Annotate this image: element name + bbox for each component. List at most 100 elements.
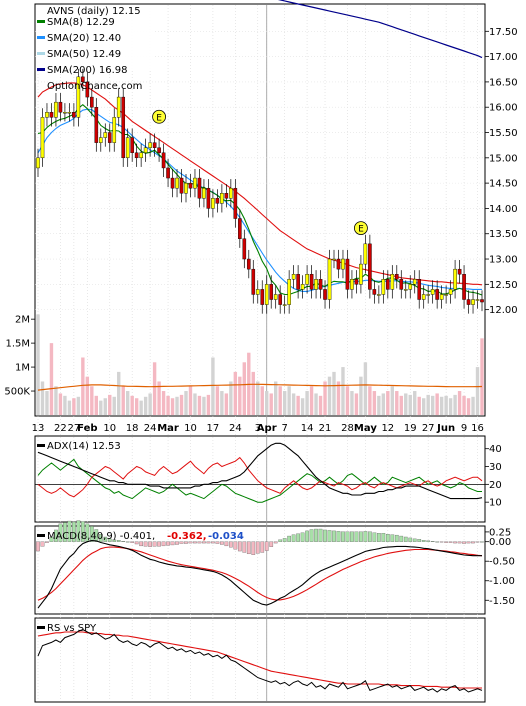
date-tick-label: May <box>354 423 377 434</box>
candle-body <box>336 258 341 270</box>
price-tick-label: 17.00 <box>489 52 518 63</box>
volume-bar <box>399 395 403 415</box>
candle-body <box>143 147 148 153</box>
candle-body <box>408 284 413 290</box>
candle-body <box>76 76 81 118</box>
volume-bar <box>291 393 296 415</box>
macd-histogram-bar <box>237 541 242 552</box>
volume-bar <box>117 371 121 415</box>
legend-sma50: SMA(50) 12.49 <box>47 49 121 60</box>
macd-histogram-bar <box>305 530 309 542</box>
candle-body <box>323 289 327 300</box>
candle-body <box>166 167 170 179</box>
candle-body <box>448 289 453 295</box>
rs-line <box>37 629 483 693</box>
rs-title: RS vs SPY <box>47 623 97 634</box>
price-tick-label: 15.00 <box>489 153 518 164</box>
date-tick-label: 10 <box>103 423 116 434</box>
rs-legend-swatch <box>37 626 45 629</box>
volume-bar <box>413 391 417 415</box>
macd-tick-label: -0.50 <box>489 557 515 568</box>
macd-histogram-bar <box>134 541 139 545</box>
macd-histogram-bar <box>273 541 278 544</box>
macd-histogram-bar <box>148 541 152 547</box>
volume-bar <box>45 391 49 415</box>
volume-bar <box>152 362 157 415</box>
candle-body <box>179 177 184 194</box>
date-tick-label: Feb <box>77 423 97 434</box>
candle-body <box>372 289 377 295</box>
price-tick-label: 14.00 <box>489 204 518 215</box>
date-tick-label: 24 <box>229 423 242 434</box>
candle-body <box>403 289 408 291</box>
volume-bar <box>421 398 426 415</box>
macd-histogram-bar <box>408 537 413 542</box>
candle-body <box>282 304 287 306</box>
adx-legend-swatch <box>37 444 45 447</box>
legend-swatch-sma20 <box>37 36 45 39</box>
candle-body <box>278 294 282 305</box>
volume-tick-label: 1M <box>15 363 30 374</box>
candle-body <box>291 274 296 280</box>
adx-line <box>37 442 483 500</box>
candle-body <box>354 279 359 285</box>
macd-histogram-bar <box>166 541 170 546</box>
date-tick-label: 7 <box>281 423 287 434</box>
candle-body <box>170 177 175 189</box>
candle-body <box>332 258 336 261</box>
volume-bar <box>251 371 255 415</box>
candle-body <box>125 137 130 159</box>
candle-body <box>67 112 72 114</box>
volume-bar <box>318 395 323 415</box>
macd-tick-label: 0.00 <box>489 537 511 548</box>
volume-ma-line <box>37 383 483 391</box>
macd-line <box>37 539 482 609</box>
macd-histogram-bar <box>457 541 462 544</box>
candle-body <box>81 76 85 83</box>
candle-body <box>107 132 112 143</box>
macd-histogram-bar <box>471 541 475 544</box>
macd-histogram-bar <box>45 541 49 543</box>
volume-bar <box>426 394 430 415</box>
macd-histogram-bar <box>215 541 220 544</box>
volume-bar <box>67 400 72 415</box>
macd-histogram-bar <box>228 541 233 548</box>
candle-body <box>246 258 251 270</box>
price-tick-label: 15.50 <box>489 128 518 139</box>
volume-bar <box>103 398 107 415</box>
volume-bar <box>76 396 81 415</box>
macd-histogram-bar <box>282 538 287 542</box>
date-tick-label: 24 <box>144 423 157 434</box>
candle-body <box>368 243 372 290</box>
macd-histogram-bar <box>385 534 390 542</box>
volume-bar <box>215 386 220 415</box>
candle-body <box>215 198 220 204</box>
candle-body <box>251 268 256 295</box>
date-tick-label: 21 <box>319 423 332 434</box>
volume-bar <box>282 391 287 415</box>
macd-histogram-bar <box>103 536 108 542</box>
volume-bar <box>130 395 134 415</box>
candle-body <box>238 218 242 239</box>
candle-body <box>224 193 229 199</box>
candle-body <box>444 294 448 296</box>
candle-body <box>359 263 363 285</box>
macd-histogram-bar <box>372 532 377 542</box>
volume-bar <box>430 395 435 415</box>
macd-histogram-bar <box>202 541 206 544</box>
volume-bar <box>444 395 448 415</box>
macd-histogram-bar <box>394 534 399 542</box>
volume-bar <box>404 393 408 415</box>
date-tick-label: 14 <box>301 423 314 434</box>
macd-histogram-bar <box>224 541 229 547</box>
earnings-marker-label: E <box>156 113 162 123</box>
macd-histogram-bar <box>350 531 354 542</box>
price-tick-label: 17.50 <box>489 27 518 38</box>
macd-histogram-bar <box>54 529 58 542</box>
macd-histogram-bar <box>354 531 359 542</box>
adx-tick-label: 10 <box>489 498 502 509</box>
candle-body <box>90 96 94 108</box>
macd-histogram-bar <box>269 541 274 547</box>
macd-histogram-bar <box>318 528 323 542</box>
